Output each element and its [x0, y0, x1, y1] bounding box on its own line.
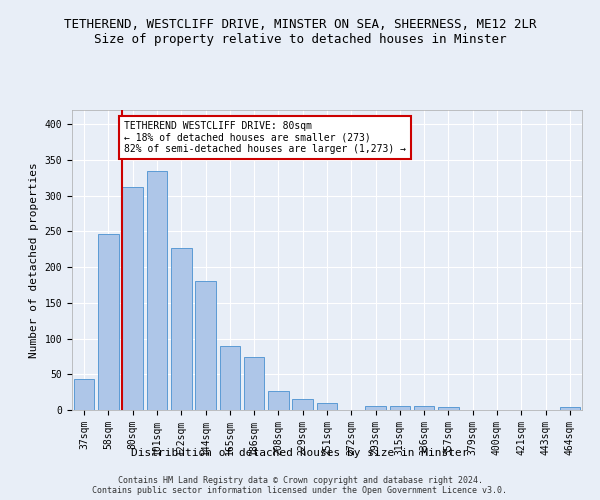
Text: TETHEREND, WESTCLIFF DRIVE, MINSTER ON SEA, SHEERNESS, ME12 2LR: TETHEREND, WESTCLIFF DRIVE, MINSTER ON S… — [64, 18, 536, 30]
Text: Contains HM Land Registry data © Crown copyright and database right 2024.
Contai: Contains HM Land Registry data © Crown c… — [92, 476, 508, 495]
Bar — [389, 406, 410, 410]
Text: Size of property relative to detached houses in Minster: Size of property relative to detached ho… — [94, 32, 506, 46]
Bar — [220, 346, 240, 410]
Bar — [98, 234, 119, 410]
Bar — [365, 406, 386, 410]
Bar — [438, 407, 459, 410]
Bar — [317, 403, 337, 410]
Bar — [122, 187, 143, 410]
Bar — [268, 392, 289, 410]
Bar — [74, 378, 94, 410]
Bar — [292, 400, 313, 410]
Bar — [146, 170, 167, 410]
Bar — [244, 357, 265, 410]
Text: Distribution of detached houses by size in Minster: Distribution of detached houses by size … — [131, 448, 469, 458]
Bar — [414, 406, 434, 410]
Bar — [195, 282, 216, 410]
Bar — [171, 248, 191, 410]
Text: TETHEREND WESTCLIFF DRIVE: 80sqm
← 18% of detached houses are smaller (273)
82% : TETHEREND WESTCLIFF DRIVE: 80sqm ← 18% o… — [124, 120, 406, 154]
Y-axis label: Number of detached properties: Number of detached properties — [29, 162, 39, 358]
Bar — [560, 407, 580, 410]
